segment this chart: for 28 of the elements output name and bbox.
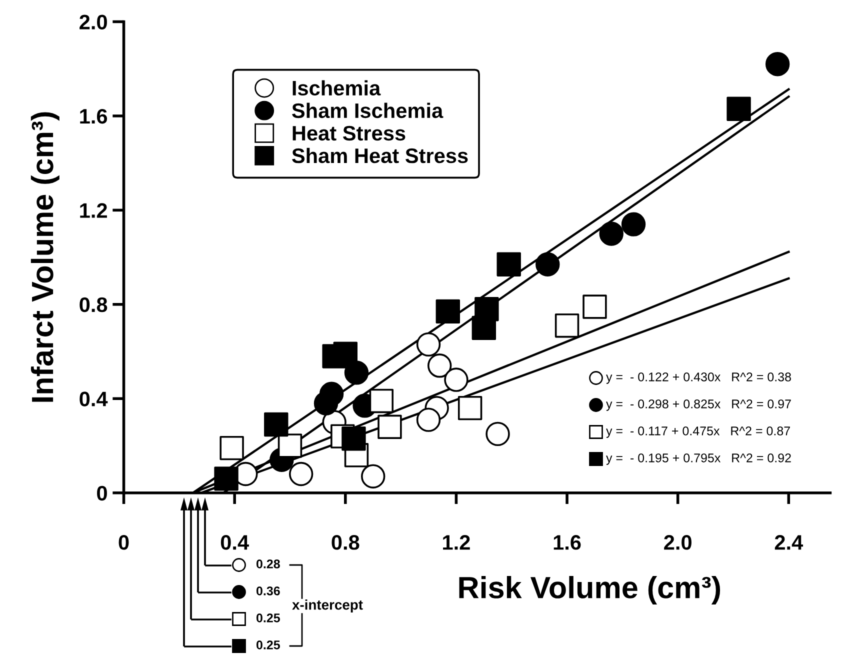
x-tick-label: 0.4 [220,535,249,550]
y-tick-label: 1.6 [80,108,108,124]
text: x-intercept [292,600,363,612]
x-axis-title: Risk Volume (cm³) [459,576,720,604]
y-tick-label: 0.8 [80,297,108,312]
x-tick-label: 0.8 [332,535,360,550]
text: 0.28 [256,560,280,568]
annotation: y = - 0.117 + 0.475x R^2 = 0.87 [606,426,790,438]
legend-label: Sham Heat Stress [292,148,468,164]
text: 0.36 [256,586,280,596]
x-tick-label: 0 [118,535,129,550]
text: 0.25 [256,614,280,622]
y-axis-title: Infarct Volume (cm³) [30,112,60,402]
y-tick-label: 1.2 [80,203,107,218]
y-tick-label: 0 [97,486,107,501]
x-tick-label: 1.2 [443,535,470,550]
annotation: y = - 0.195 + 0.795x R^2 = 0.92 [606,454,791,465]
y-tick-label: 2.0 [80,14,107,30]
x-tick-label: 1.6 [554,535,581,550]
x-tick-label: 2.0 [664,535,692,550]
text: 0.25 [256,640,280,650]
annotation: y = - 0.298 + 0.825x R^2 = 0.97 [606,400,791,411]
y-tick-label: 0.4 [80,392,108,406]
legend-label: Sham Ischemia [292,102,444,118]
legend-label: Ischemia [292,80,381,96]
x-tick-label: 2.4 [774,535,804,550]
legend-label: Heat Stress [292,126,406,141]
annotation: y = - 0.122 + 0.430x R^2 = 0.38 [606,372,791,384]
